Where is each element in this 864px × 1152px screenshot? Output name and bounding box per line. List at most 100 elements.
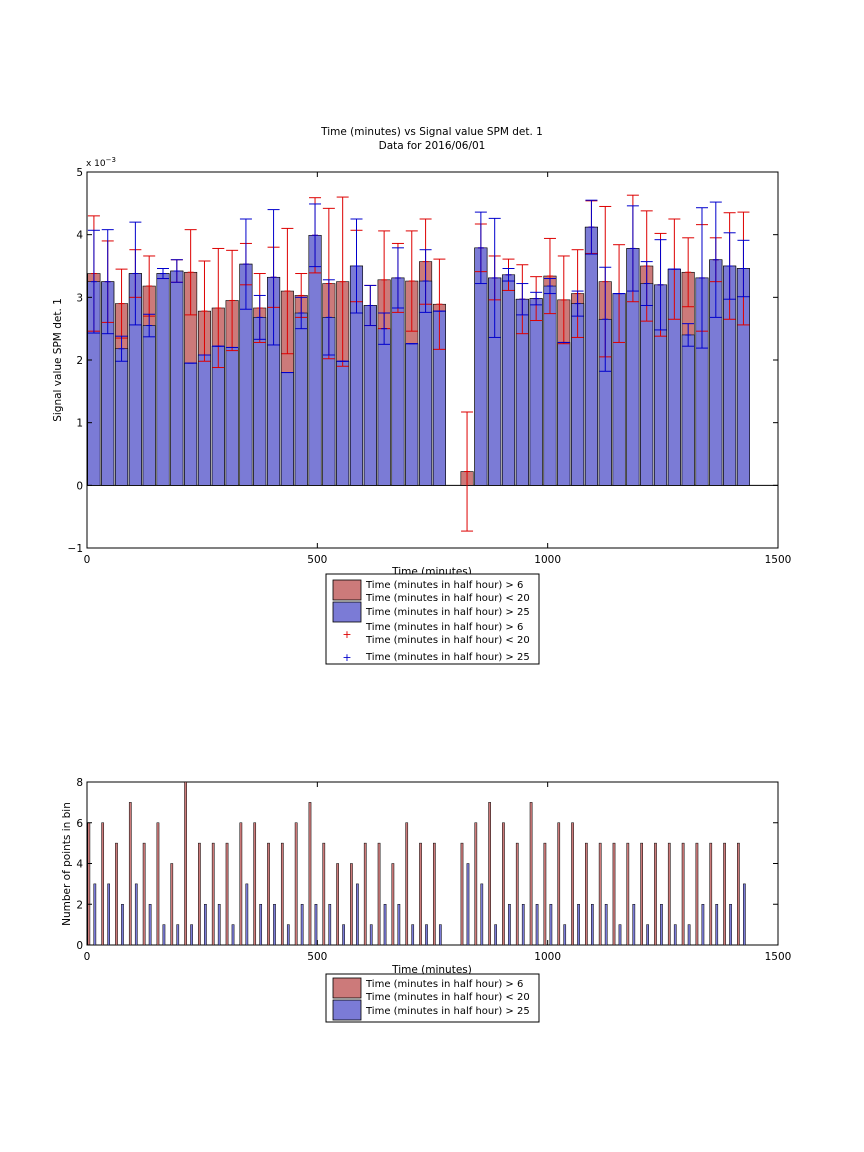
count-bar-red [419, 842, 422, 946]
count-bar-blue [604, 904, 608, 946]
y-tick-label: 3 [76, 292, 83, 304]
legend1-line-3: Time (minutes in half hour) > 25 [365, 607, 530, 618]
top-legend: + + Time (minutes in half hour) > 6 Time… [325, 573, 540, 665]
count-bar-blue [618, 924, 622, 946]
count-bar-blue [93, 883, 97, 946]
count-bar-red [87, 822, 91, 946]
count-bar-red [377, 842, 381, 946]
x-tick-label: 500 [307, 554, 327, 566]
bar-blue [543, 285, 557, 486]
bar-blue [363, 305, 377, 486]
count-bar-blue [743, 883, 746, 946]
count-bar-blue [397, 904, 401, 946]
top-y-ticks: −1 0 1 2 3 4 5 [68, 167, 778, 555]
count-bar-red [654, 842, 657, 946]
x-tick-label: 1000 [534, 554, 561, 566]
count-bar-blue [480, 883, 484, 946]
count-bar-red [184, 781, 187, 946]
y-tick-label: 0 [76, 940, 83, 952]
bar-blue [225, 347, 239, 486]
y-tick-label: −1 [68, 543, 83, 555]
count-bar-blue [549, 904, 553, 946]
y-tick-label: 5 [76, 167, 83, 179]
y-tick-label: 0 [76, 480, 83, 492]
top-legend-box [325, 573, 540, 665]
legend1-line-4: Time (minutes in half hour) > 6 [365, 622, 523, 633]
count-bar-blue [577, 904, 580, 946]
y-tick-label: 2 [76, 355, 83, 367]
y-exponent-power: −3 [106, 156, 116, 164]
count-bar-red [598, 842, 602, 946]
count-bar-red [101, 822, 105, 946]
bottom-legend: Time (minutes in half hour) > 6 Time (mi… [325, 973, 540, 1023]
y-tick-label: 4 [76, 859, 83, 871]
count-bar-red [460, 842, 464, 946]
bar-blue [557, 342, 571, 486]
count-bar-blue [342, 924, 345, 946]
legend-plus-red-icon: + [342, 628, 351, 641]
count-bar-red [488, 802, 491, 946]
bar-blue [115, 348, 129, 486]
legend2-swatch-red-bar [332, 977, 362, 999]
count-bar-blue [176, 924, 180, 946]
top-x-ticks: 0 500 1000 1500 [84, 172, 791, 566]
count-bar-red [681, 842, 685, 946]
count-bar-blue [356, 883, 359, 946]
count-bar-red [626, 842, 630, 946]
count-bar-blue [383, 904, 387, 946]
count-bar-red [391, 863, 395, 946]
count-bar-red [294, 822, 298, 946]
count-bar-blue [508, 904, 511, 946]
legend2-line-1: Time (minutes in half hour) > 6 [365, 979, 523, 990]
count-bar-blue [245, 883, 249, 946]
count-bar-red [474, 822, 478, 946]
count-bar-red [239, 822, 243, 946]
y-tick-label: 2 [76, 899, 83, 911]
legend1-line-1: Time (minutes in half hour) > 6 [365, 580, 523, 591]
legend2-swatch-blue-bar [332, 999, 362, 1021]
count-bar-blue [729, 904, 732, 946]
count-bar-red [267, 842, 270, 946]
y-exponent-base: x 10 [86, 159, 106, 169]
y-tick-label: 6 [76, 818, 83, 830]
count-bar-blue [328, 904, 332, 946]
count-bar-red [142, 842, 146, 946]
bar-blue [294, 312, 308, 486]
bar-blue [197, 354, 211, 486]
count-bar-red [363, 842, 367, 946]
count-bar-red [737, 842, 740, 946]
count-bar-blue [466, 863, 470, 946]
count-bar-blue [673, 924, 677, 946]
count-bar-red [723, 842, 726, 946]
count-bar-red [667, 842, 671, 946]
bar-blue [501, 274, 516, 486]
count-bar-blue [563, 924, 567, 946]
count-bar-blue [715, 904, 719, 946]
top-plot-area [87, 194, 778, 532]
count-bar-red [350, 863, 353, 946]
count-bar-red [280, 842, 284, 946]
count-bar-red [695, 842, 699, 946]
count-bar-red [557, 822, 561, 946]
bottom-legend-box [325, 973, 540, 1023]
bottom-y-axis-label: Number of points in bin [61, 802, 73, 926]
count-bar-blue [148, 904, 152, 946]
count-bar-red [585, 842, 588, 946]
count-bar-red [170, 863, 174, 946]
count-bar-red [515, 842, 519, 946]
x-tick-label: 0 [84, 554, 91, 566]
count-bar-blue [660, 904, 663, 946]
y-tick-label: 1 [76, 418, 83, 430]
count-bar-blue [134, 883, 138, 946]
count-bar-blue [632, 904, 636, 946]
legend1-line-2: Time (minutes in half hour) < 20 [365, 593, 530, 604]
bar-blue [142, 325, 156, 486]
count-bar-red [253, 822, 257, 946]
count-bar-red [198, 842, 201, 946]
count-bar-red [322, 842, 326, 946]
bottom-x-axis-label: Time (minutes) [391, 964, 472, 976]
chart-subtitle: Data for 2016/06/01 [379, 140, 486, 152]
count-bar-red [640, 842, 643, 946]
count-bar-blue [217, 904, 221, 946]
